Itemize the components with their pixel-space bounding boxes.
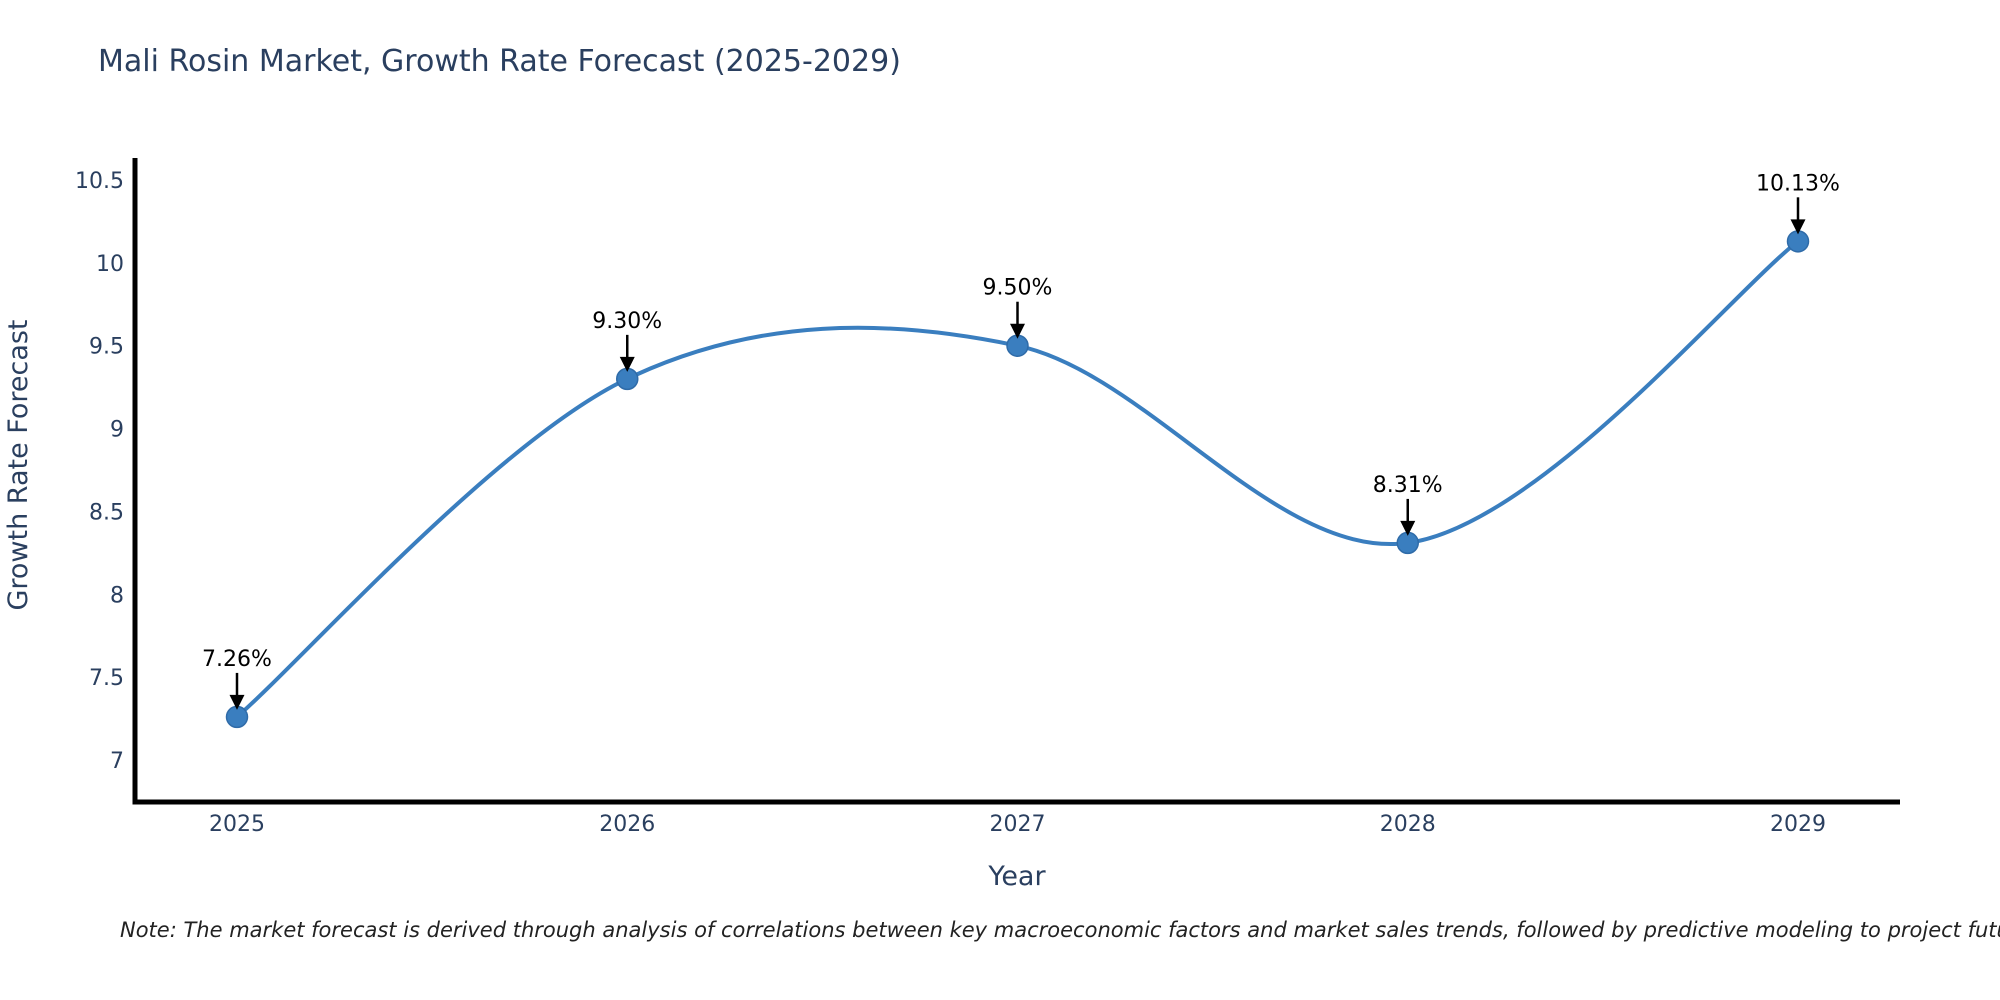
annotation-arrowhead-icon (1400, 520, 1416, 536)
point-value-label: 9.50% (983, 276, 1053, 301)
point-value-label: 8.31% (1373, 473, 1443, 498)
y-tick-label: 8 (110, 583, 124, 608)
x-tick-label: 2025 (209, 812, 265, 837)
point-annotation: 7.26% (202, 647, 272, 710)
x-tick-label: 2029 (1770, 812, 1826, 837)
point-annotation: 9.30% (592, 309, 662, 372)
x-axis-title: Year (987, 861, 1046, 892)
y-tick-label: 7.5 (89, 666, 124, 691)
y-tick-label: 9 (110, 418, 124, 443)
point-annotation: 10.13% (1756, 171, 1840, 235)
annotation-arrowhead-icon (1010, 323, 1025, 339)
y-axis-title: Growth Rate Forecast (3, 319, 34, 610)
point-annotation: 8.31% (1373, 473, 1443, 536)
point-annotation: 9.50% (983, 276, 1053, 339)
x-tick-label: 2028 (1380, 812, 1436, 837)
y-tick-label: 10.5 (75, 169, 124, 194)
point-annotations: 7.26% 9.30% 9.50% 8.31% 10.13% (202, 171, 1840, 710)
x-axis-tick-labels: 2025 2026 2027 2028 2029 (209, 812, 1826, 837)
annotation-arrowhead-icon (229, 694, 245, 710)
y-tick-label: 10 (96, 252, 124, 277)
point-value-label: 10.13% (1756, 171, 1840, 196)
y-axis-tick-labels: 7 7.5 8 8.5 9 9.5 10 10.5 (75, 169, 124, 774)
point-value-label: 7.26% (202, 647, 272, 672)
chart-title: Mali Rosin Market, Growth Rate Forecast … (98, 44, 901, 79)
footnote: Note: The market forecast is derived thr… (120, 918, 2000, 942)
annotation-arrowhead-icon (619, 356, 635, 372)
y-tick-label: 7 (110, 749, 124, 774)
point-value-label: 9.30% (592, 309, 662, 334)
y-tick-label: 8.5 (89, 500, 124, 525)
x-tick-label: 2027 (990, 812, 1046, 837)
y-tick-label: 9.5 (89, 335, 124, 360)
annotation-arrowhead-icon (1790, 219, 1806, 235)
x-tick-label: 2026 (599, 812, 655, 837)
